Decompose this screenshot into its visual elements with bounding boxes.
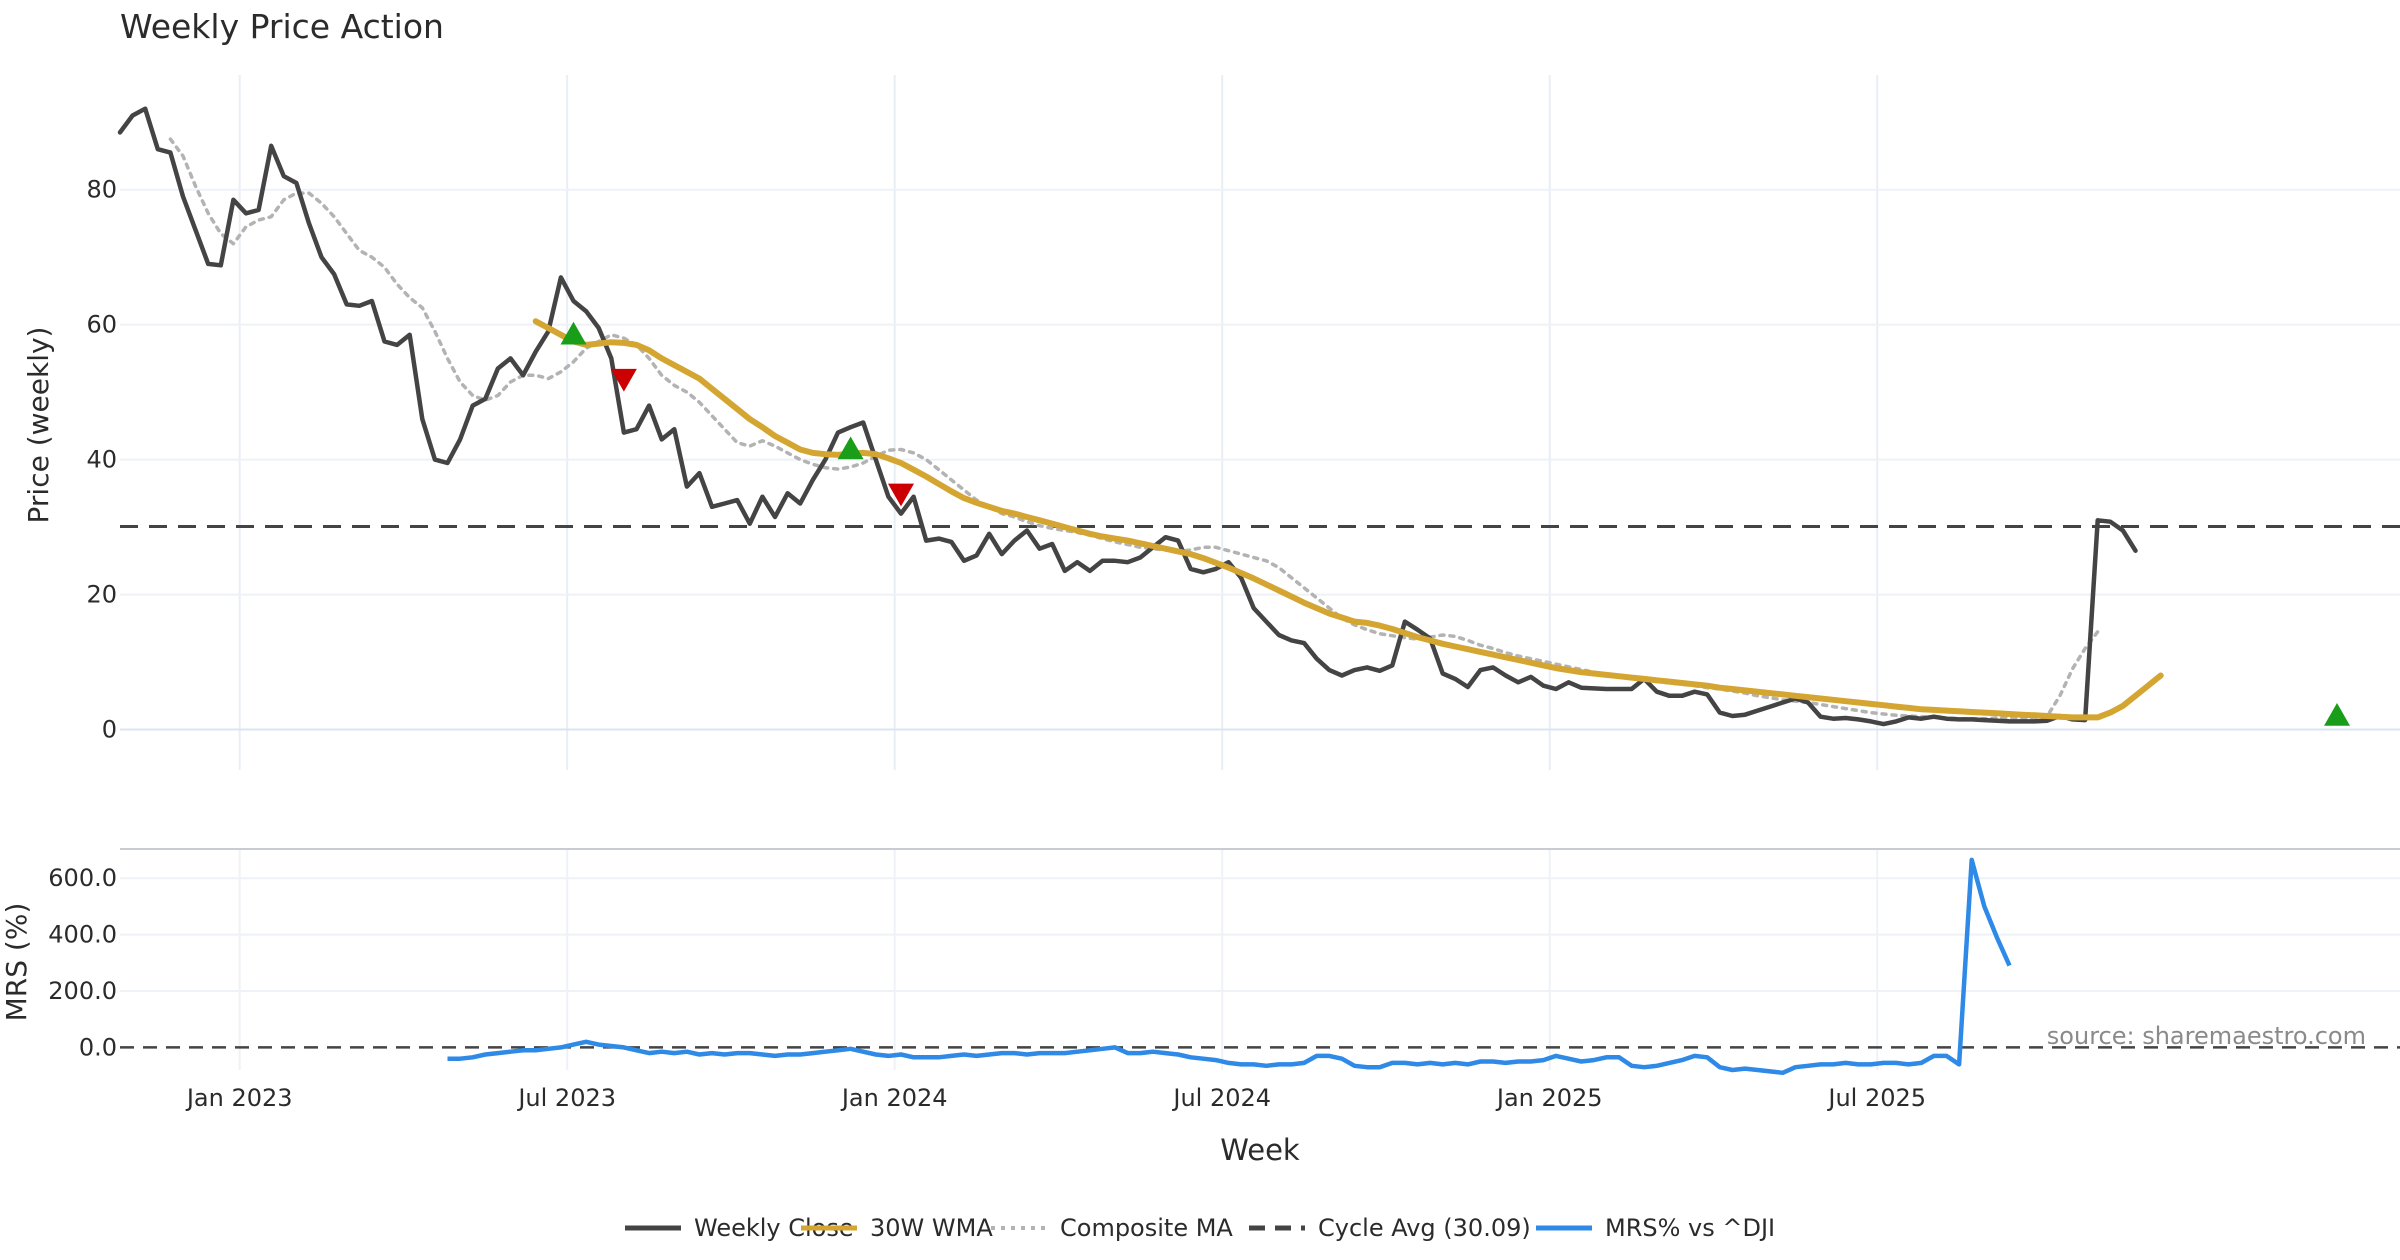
mrs-y-axis-label: MRS (%) xyxy=(0,903,33,1022)
price-y-tick-label: 0 xyxy=(102,716,117,744)
wma-30w-line xyxy=(532,318,2164,721)
mrs-y-axis: 0.0 200.0 400.0 600.0 xyxy=(48,864,117,1061)
price-grid xyxy=(120,75,2400,770)
mrs-y-tick-label: 600.0 xyxy=(48,864,117,892)
x-tick-label: Jul 2023 xyxy=(516,1084,616,1112)
legend-label: 30W WMA xyxy=(870,1214,993,1242)
x-tick-label: Jan 2023 xyxy=(185,1084,293,1112)
price-y-tick-label: 60 xyxy=(86,311,117,339)
mrs-series xyxy=(447,857,2012,1076)
x-axis-label: Week xyxy=(1220,1133,1300,1167)
buy-signal-marker xyxy=(560,321,587,345)
x-tick-label: Jul 2024 xyxy=(1171,1084,1271,1112)
mrs-y-tick-label: 400.0 xyxy=(48,921,117,949)
x-tick-label: Jan 2024 xyxy=(840,1084,948,1112)
x-axis: Jan 2023 Jul 2023 Jan 2024 Jul 2024 Jan 2025… xyxy=(185,1084,1926,1112)
composite-ma-line xyxy=(168,137,2100,721)
price-y-tick-label: 40 xyxy=(86,446,117,474)
price-y-tick-label: 80 xyxy=(86,176,117,204)
x-tick-label: Jul 2025 xyxy=(1826,1084,1926,1112)
legend-label: Composite MA xyxy=(1060,1214,1233,1242)
price-y-axis-label: Price (weekly) xyxy=(22,327,55,524)
price-y-tick-label: 20 xyxy=(86,581,117,609)
legend: Weekly Close 30W WMA Composite MA Cycle Avg… xyxy=(625,1214,1775,1242)
buy-signal-marker xyxy=(837,436,864,460)
signal-markers xyxy=(560,321,2351,726)
source-annotation: source: sharemaestro.com xyxy=(2047,1022,2366,1050)
mrs-line xyxy=(447,857,2012,1076)
buy-signal-marker xyxy=(2324,703,2351,726)
x-tick-label: Jan 2025 xyxy=(1495,1084,1603,1112)
mrs-grid xyxy=(120,848,2400,1070)
sell-signal-marker xyxy=(887,483,914,507)
price-series xyxy=(117,106,2400,727)
legend-label: MRS% vs ^DJI xyxy=(1605,1214,1775,1242)
chart-title: Weekly Price Action xyxy=(120,7,444,46)
mrs-y-tick-label: 0.0 xyxy=(79,1033,117,1061)
weekly-close-line xyxy=(117,106,2138,727)
mrs-y-tick-label: 200.0 xyxy=(48,977,117,1005)
sell-signal-marker xyxy=(610,368,637,392)
legend-label: Cycle Avg (30.09) xyxy=(1318,1214,1531,1242)
price-y-axis: 0 20 40 60 80 xyxy=(86,176,117,744)
